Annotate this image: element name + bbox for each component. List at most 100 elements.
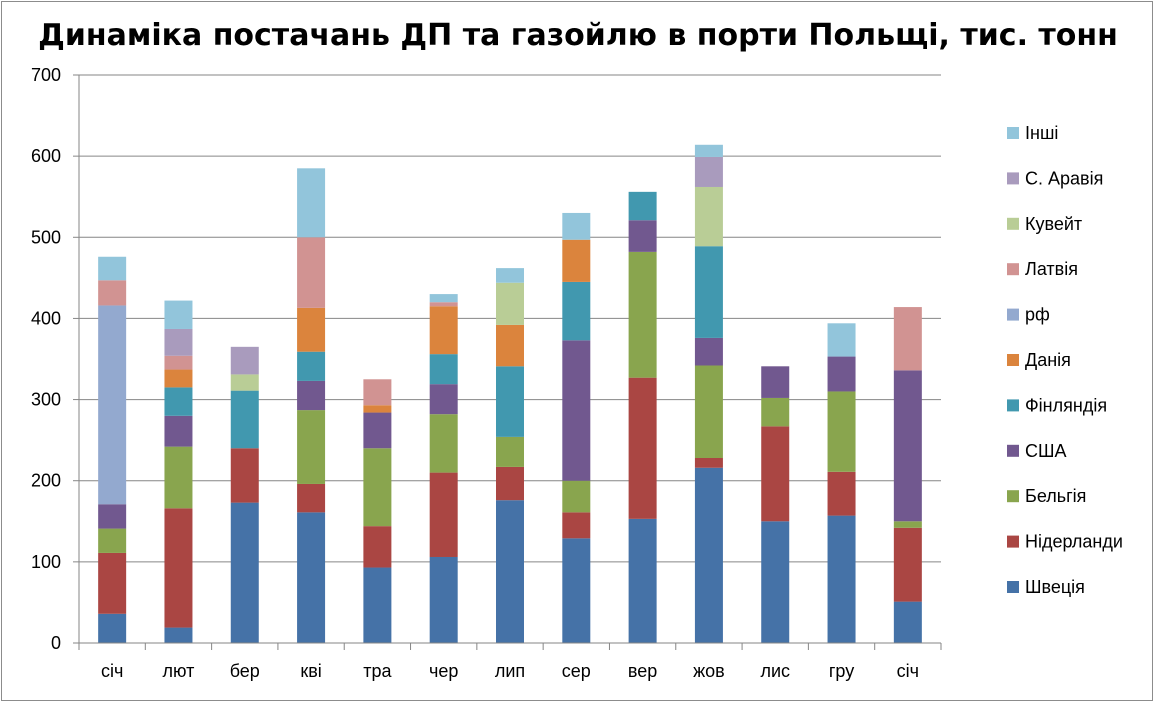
legend-swatch (1007, 172, 1019, 185)
bar-segment (98, 504, 127, 529)
legend-swatch (1007, 535, 1019, 548)
bar-segment (164, 415, 193, 447)
bar-segment (164, 355, 193, 370)
bar-segment (164, 300, 193, 329)
bar-segment (363, 526, 392, 568)
bar-segment (496, 324, 524, 367)
bar-segment (98, 280, 127, 306)
bar-segment (496, 282, 524, 325)
y-tick-label: 700 (31, 65, 61, 85)
bar-segment (628, 191, 657, 221)
legend-label: Данія (1025, 350, 1071, 370)
x-tick-label: лис (760, 661, 790, 681)
legend-swatch (1007, 444, 1019, 457)
y-axis-ticks: 0 100 200 300 400 500 600 700 (31, 65, 79, 653)
bar-segment (893, 307, 922, 371)
bar-segment (98, 305, 127, 505)
bar-segment (230, 346, 259, 375)
bar-segment (429, 302, 458, 307)
bar-segment (297, 410, 326, 484)
bar-segment (297, 380, 326, 411)
legend-label: США (1025, 441, 1067, 461)
bar-segment (761, 426, 790, 522)
bar-segment (429, 472, 458, 557)
bar-segment (429, 294, 458, 303)
y-tick-label: 300 (31, 390, 61, 410)
bar-segment (827, 356, 856, 392)
bar-segment (562, 340, 591, 481)
bar-segment (562, 480, 591, 513)
bar-segment (694, 246, 723, 338)
bar-segment (694, 156, 723, 187)
legend-swatch (1007, 308, 1019, 321)
bar-segment (164, 328, 193, 356)
bar-segment (230, 374, 259, 391)
x-axis (78, 75, 941, 644)
bar-segment (694, 144, 723, 157)
bar-segment (827, 323, 856, 357)
bar-segment (562, 512, 591, 539)
bar-segment (761, 397, 790, 427)
bar-segment (562, 538, 591, 643)
bar-segment (628, 220, 657, 252)
bar-segment (297, 237, 326, 308)
bar-segment (628, 518, 657, 643)
legend-label: Фінляндія (1025, 395, 1107, 415)
bar-segment (893, 601, 922, 643)
bar-segment (164, 508, 193, 628)
bar-segment (230, 502, 259, 643)
bar-segment (496, 268, 524, 283)
bar-segment (297, 307, 326, 352)
legend-swatch (1007, 263, 1019, 276)
x-tick-label: бер (230, 661, 260, 681)
bar-segment (230, 448, 259, 503)
bar-segment (363, 448, 392, 527)
y-tick-label: 600 (31, 146, 61, 166)
bar-segment (694, 337, 723, 366)
legend-swatch (1007, 399, 1019, 412)
bar-segment (429, 306, 458, 355)
bar-segment (164, 446, 193, 509)
legend-swatch (1007, 581, 1019, 593)
x-tick-label: січ (101, 661, 123, 681)
y-tick-label: 500 (31, 227, 61, 247)
y-tick-label: 200 (31, 471, 61, 491)
x-tick-label: лют (163, 661, 195, 681)
x-tick-label: гру (829, 661, 854, 681)
bar-segment (164, 369, 193, 388)
bar-segment (496, 436, 524, 467)
bar-segment (98, 256, 127, 281)
legend-label: Кувейт (1025, 214, 1082, 234)
bar-segment (694, 186, 723, 247)
legend-label: Швеція (1025, 577, 1085, 597)
bar-segment (164, 387, 193, 416)
x-tick-label: сер (562, 661, 591, 681)
legend-swatch (1007, 354, 1019, 366)
bar-segment (761, 366, 790, 398)
bar-segment (230, 390, 259, 449)
bar-segment (562, 281, 591, 341)
x-tick-label: січ (897, 661, 919, 681)
bar-segment (496, 500, 524, 643)
bar-segment (429, 414, 458, 473)
bar-segment (98, 613, 127, 643)
bar-segment (893, 370, 922, 522)
x-tick-label: кві (300, 661, 321, 681)
x-tick-label: вер (628, 661, 657, 681)
legend: Інші С. Аравія Кувейт Латвія рф Данія Фінлянді… (1007, 123, 1123, 597)
bar-segment (761, 521, 790, 643)
bar-segment (98, 528, 127, 553)
bar-segment (363, 379, 392, 406)
bar-segment (694, 365, 723, 458)
bar-segment (363, 405, 392, 413)
bar-segment (694, 457, 723, 468)
bar-segment (827, 515, 856, 643)
bar-segment (429, 384, 458, 415)
bar-segment (164, 627, 193, 643)
x-tick-label: чер (429, 661, 458, 681)
legend-label: рф (1025, 305, 1050, 325)
bar-segment (694, 467, 723, 643)
legend-swatch (1007, 127, 1019, 139)
bar-segment (496, 466, 524, 501)
